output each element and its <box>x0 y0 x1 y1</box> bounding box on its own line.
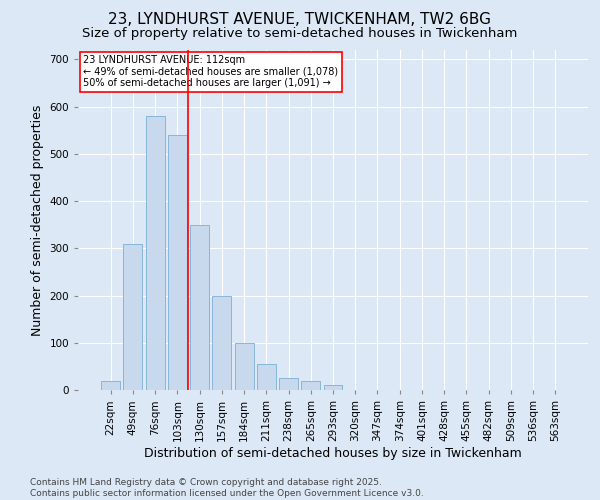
Bar <box>301 380 320 390</box>
Bar <box>212 296 231 390</box>
Bar <box>124 244 142 390</box>
Bar <box>279 378 298 390</box>
Bar <box>257 364 276 390</box>
X-axis label: Distribution of semi-detached houses by size in Twickenham: Distribution of semi-detached houses by … <box>144 446 522 460</box>
Text: Contains HM Land Registry data © Crown copyright and database right 2025.
Contai: Contains HM Land Registry data © Crown c… <box>30 478 424 498</box>
Bar <box>190 224 209 390</box>
Text: Size of property relative to semi-detached houses in Twickenham: Size of property relative to semi-detach… <box>82 28 518 40</box>
Bar <box>146 116 164 390</box>
Text: 23, LYNDHURST AVENUE, TWICKENHAM, TW2 6BG: 23, LYNDHURST AVENUE, TWICKENHAM, TW2 6B… <box>109 12 491 28</box>
Bar <box>323 386 343 390</box>
Text: 23 LYNDHURST AVENUE: 112sqm
← 49% of semi-detached houses are smaller (1,078)
50: 23 LYNDHURST AVENUE: 112sqm ← 49% of sem… <box>83 55 338 88</box>
Bar <box>168 135 187 390</box>
Bar <box>101 380 120 390</box>
Y-axis label: Number of semi-detached properties: Number of semi-detached properties <box>31 104 44 336</box>
Bar <box>235 343 254 390</box>
